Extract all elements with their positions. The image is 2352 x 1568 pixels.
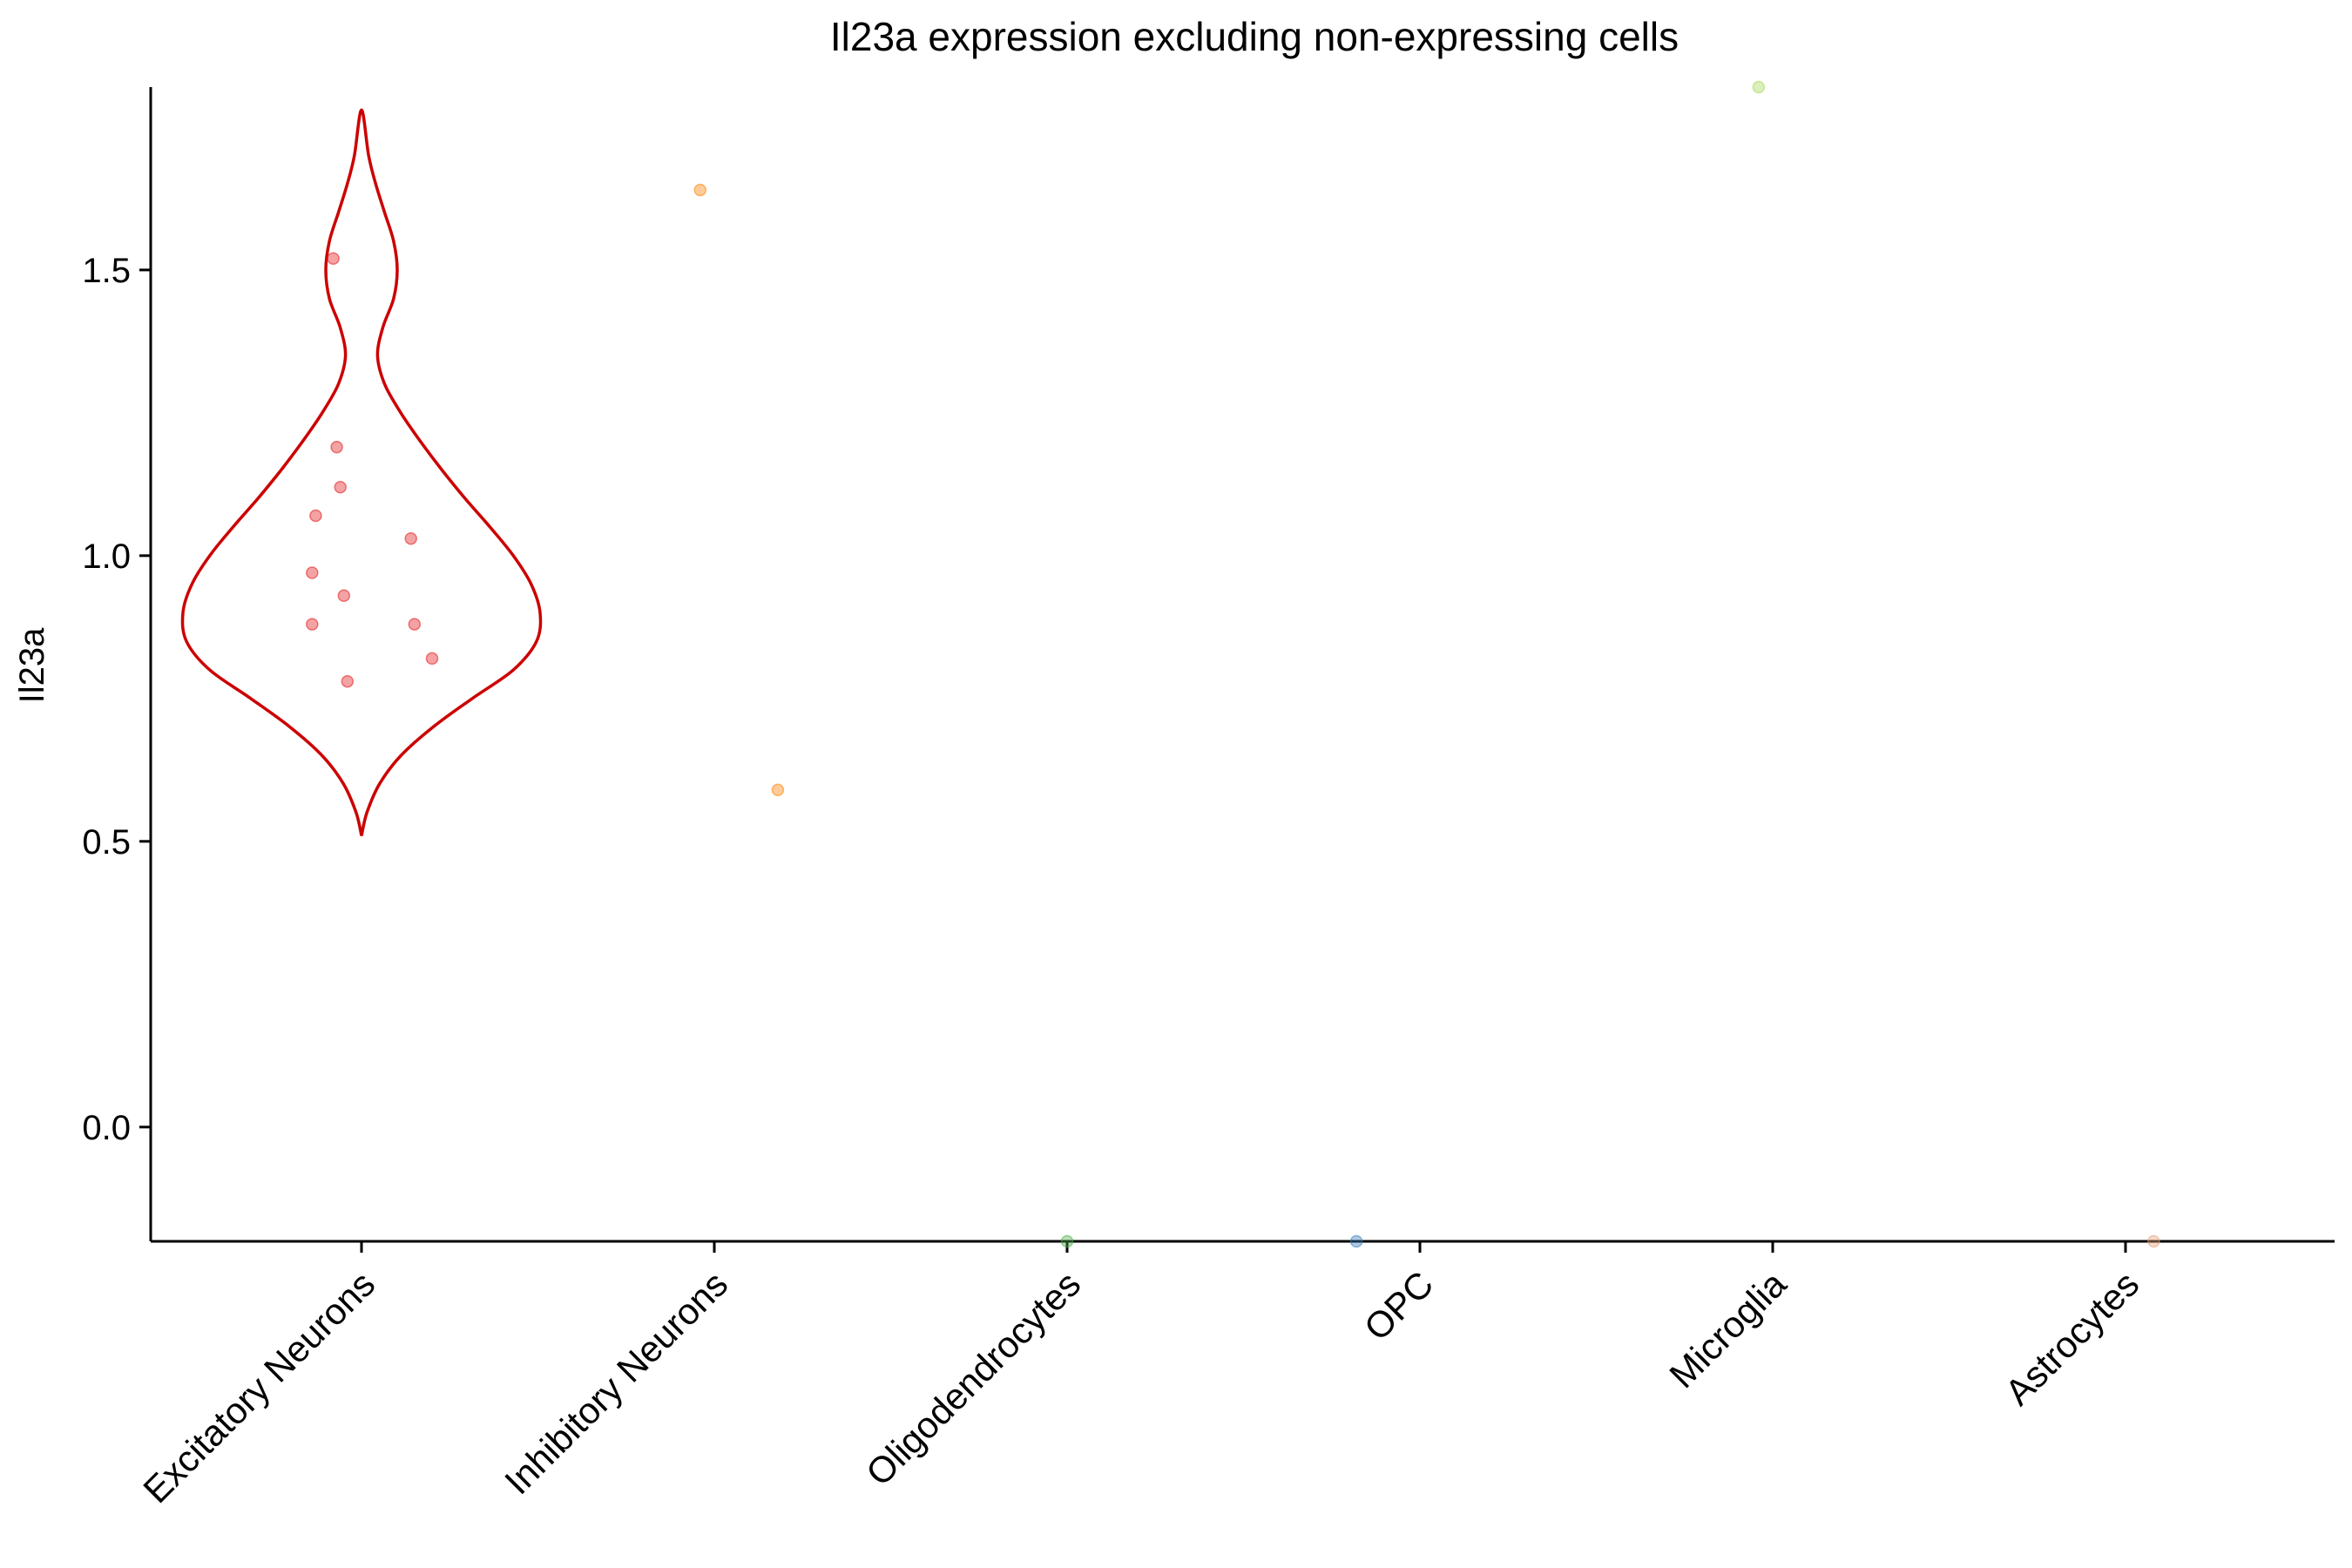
data-point: [309, 509, 322, 523]
y-ticks: 0.0 0.5 1.0 1.5: [82, 252, 151, 1147]
data-point: [404, 531, 417, 545]
data-points: [306, 80, 2160, 1248]
data-point: [306, 566, 319, 579]
data-point: [334, 480, 347, 494]
data-point: [341, 674, 355, 688]
x-ticks: Excitatory Neurons Inhibitory Neurons Olig…: [135, 1241, 2146, 1511]
violins: [180, 108, 543, 836]
data-point: [327, 252, 340, 266]
y-tick-label: 1.0: [82, 537, 131, 576]
x-tick-label: OPC: [1356, 1263, 1442, 1348]
y-tick-label: 1.5: [82, 252, 131, 290]
y-axis-label: Il23a: [13, 627, 51, 703]
x-tick-label: Oligodendrocytes: [858, 1263, 1088, 1493]
data-point: [1349, 1234, 1363, 1248]
y-tick-label: 0.0: [82, 1109, 131, 1147]
data-point: [1752, 80, 1766, 94]
violin-excitatory-neurons: [180, 108, 543, 836]
data-point: [425, 652, 439, 666]
data-point: [2147, 1234, 2160, 1248]
data-point: [306, 618, 319, 631]
x-tick-label: Microglia: [1661, 1263, 1794, 1396]
data-point: [330, 440, 343, 454]
data-point: [693, 183, 707, 197]
data-point: [337, 589, 351, 603]
x-tick-label: Excitatory Neurons: [135, 1263, 382, 1511]
data-point: [1060, 1234, 1074, 1248]
y-tick-label: 0.5: [82, 823, 131, 862]
x-tick-label: Astrocytes: [1997, 1263, 2146, 1413]
chart-title: Il23a expression excluding non-expressin…: [830, 14, 1679, 59]
data-point: [771, 783, 785, 797]
x-tick-label: Inhibitory Neurons: [497, 1263, 735, 1502]
data-point: [408, 618, 422, 631]
